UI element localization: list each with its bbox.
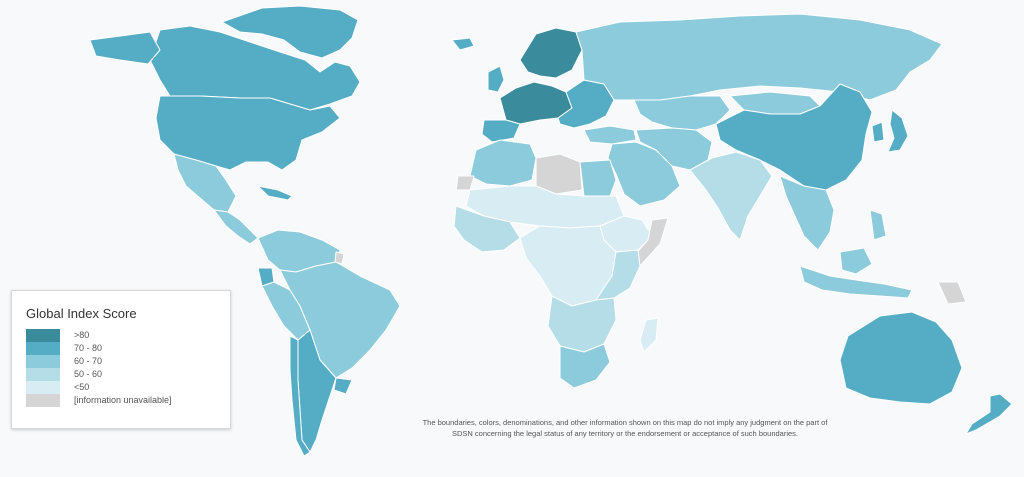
region-southern-africa[interactable] bbox=[547, 295, 617, 353]
region-southeast-asia[interactable] bbox=[779, 175, 835, 251]
legend-label: >80 bbox=[74, 330, 90, 340]
legend-label: 60 - 70 bbox=[74, 356, 103, 366]
region-chile[interactable] bbox=[289, 335, 311, 457]
region-australia[interactable] bbox=[839, 311, 963, 405]
legend-label: <50 bbox=[74, 382, 90, 392]
legend-label: 70 - 80 bbox=[74, 343, 103, 353]
region-central-america[interactable] bbox=[213, 209, 259, 245]
region-philippines[interactable] bbox=[869, 209, 887, 241]
region-iberia[interactable] bbox=[481, 119, 521, 143]
legend-item-70-80: 70 - 80 bbox=[26, 342, 102, 355]
region-madagascar[interactable] bbox=[639, 317, 659, 353]
legend-swatch bbox=[26, 355, 60, 368]
region-greenland[interactable] bbox=[221, 5, 359, 59]
disclaimer-line-2: SDSN concerning the legal status of any … bbox=[451, 429, 799, 438]
legend-item-50-60: 50 - 60 bbox=[26, 368, 102, 381]
region-middle-east[interactable] bbox=[607, 141, 681, 207]
region-south-africa[interactable] bbox=[559, 343, 611, 389]
region-western-sahara[interactable] bbox=[455, 175, 475, 191]
legend-panel: Global Index Score >80 70 - 80 60 - 70 5… bbox=[11, 290, 231, 429]
region-egypt[interactable] bbox=[579, 159, 617, 197]
legend-item-unavailable: [information unavailable] bbox=[26, 394, 172, 407]
region-iceland[interactable] bbox=[451, 37, 475, 51]
legend-swatch bbox=[26, 394, 60, 407]
legend-item-below-50: <50 bbox=[26, 381, 89, 394]
region-north-africa[interactable] bbox=[469, 139, 537, 187]
region-nordics[interactable] bbox=[519, 27, 583, 79]
region-central-asia[interactable] bbox=[633, 95, 731, 131]
region-uk[interactable] bbox=[487, 65, 505, 93]
legend-label: 50 - 60 bbox=[74, 369, 103, 379]
region-korea[interactable] bbox=[871, 121, 885, 143]
map-disclaimer: The boundaries, colors, denominations, a… bbox=[380, 417, 870, 439]
legend-title: Global Index Score bbox=[26, 306, 137, 321]
legend-swatch bbox=[26, 381, 60, 394]
region-libya[interactable] bbox=[535, 153, 583, 195]
region-russia[interactable] bbox=[575, 13, 943, 101]
region-new-zealand[interactable] bbox=[965, 393, 1013, 435]
region-turkey[interactable] bbox=[583, 125, 637, 145]
region-caribbean[interactable] bbox=[257, 185, 293, 201]
legend-swatch bbox=[26, 368, 60, 381]
region-brazil[interactable] bbox=[279, 261, 401, 379]
region-canada-islands[interactable] bbox=[89, 31, 161, 65]
legend-item-60-70: 60 - 70 bbox=[26, 355, 102, 368]
legend-swatch bbox=[26, 342, 60, 355]
region-french-guiana[interactable] bbox=[334, 251, 345, 265]
legend-label: [information unavailable] bbox=[74, 395, 172, 405]
region-uruguay[interactable] bbox=[333, 377, 353, 395]
region-india[interactable] bbox=[689, 151, 773, 241]
region-china[interactable] bbox=[715, 83, 873, 191]
legend-item-above-80: >80 bbox=[26, 329, 89, 342]
region-png[interactable] bbox=[937, 281, 967, 305]
legend-swatch bbox=[26, 329, 60, 342]
region-east-africa[interactable] bbox=[595, 249, 641, 301]
region-west-africa[interactable] bbox=[453, 205, 521, 253]
region-borneo[interactable] bbox=[839, 247, 873, 275]
disclaimer-line-1: The boundaries, colors, denominations, a… bbox=[422, 418, 828, 427]
region-japan[interactable] bbox=[887, 109, 909, 153]
region-indonesia[interactable] bbox=[799, 265, 913, 299]
